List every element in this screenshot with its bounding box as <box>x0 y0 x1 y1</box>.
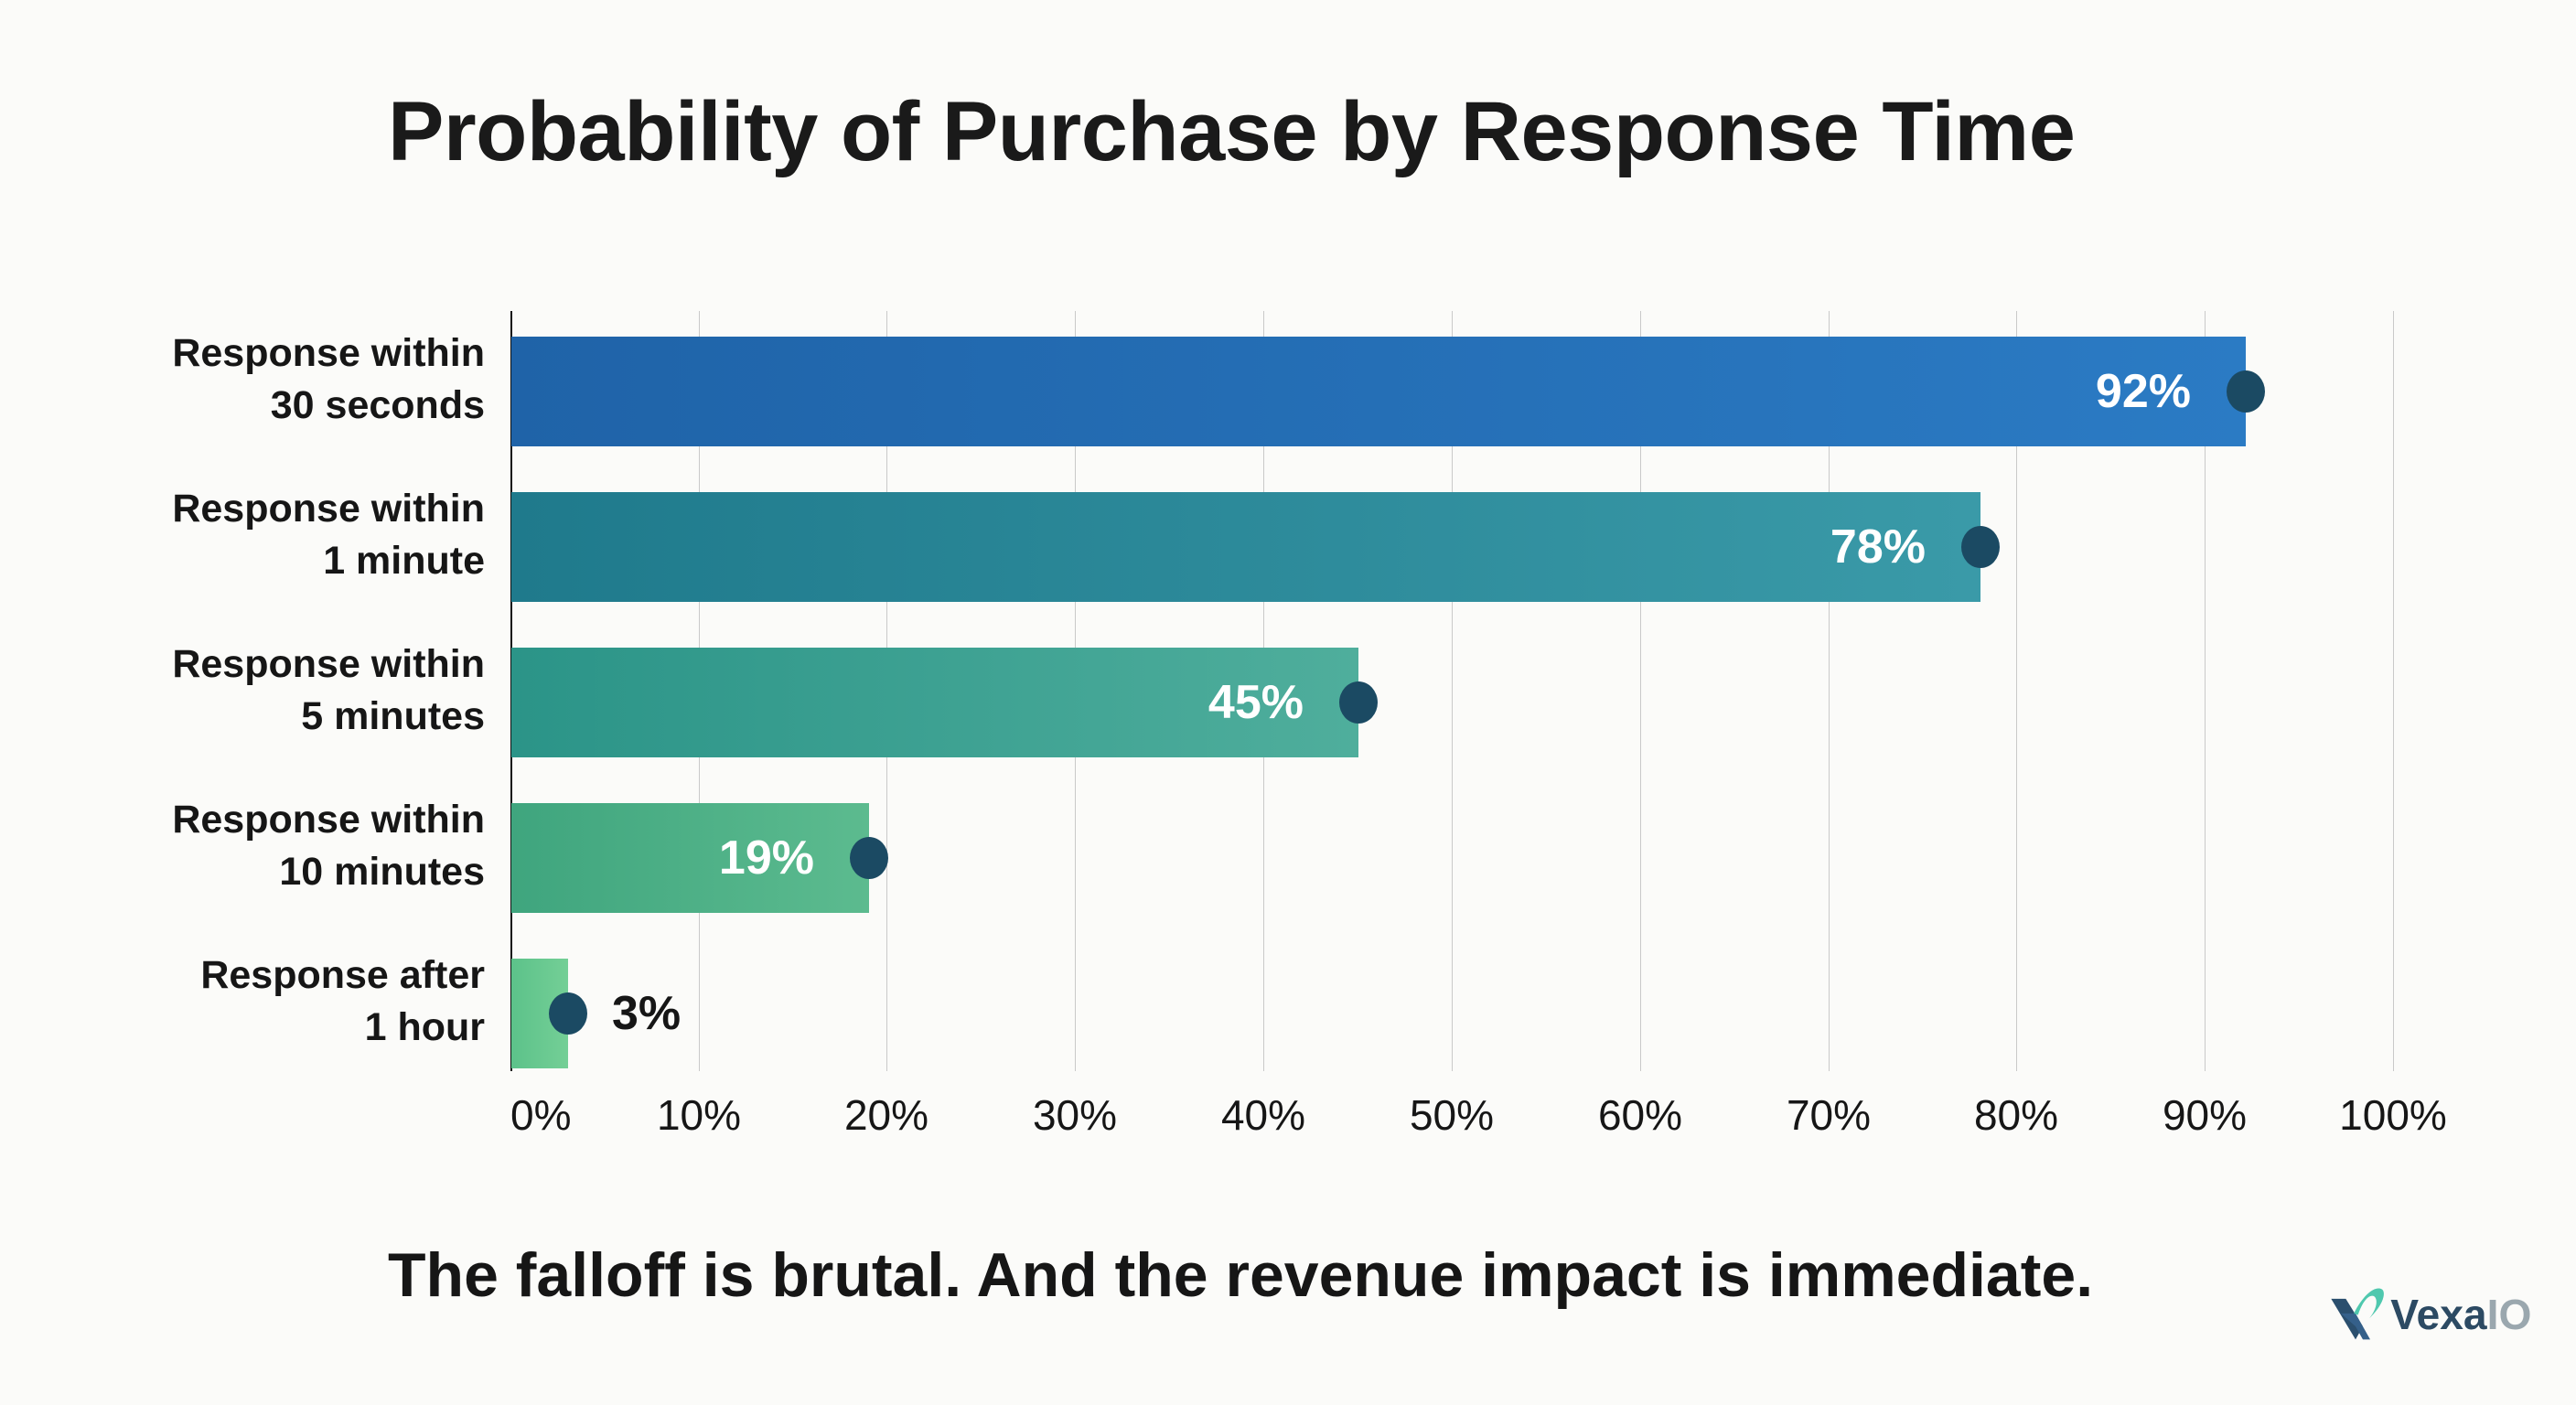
svg-text:VexaIO: VexaIO <box>2390 1291 2531 1338</box>
